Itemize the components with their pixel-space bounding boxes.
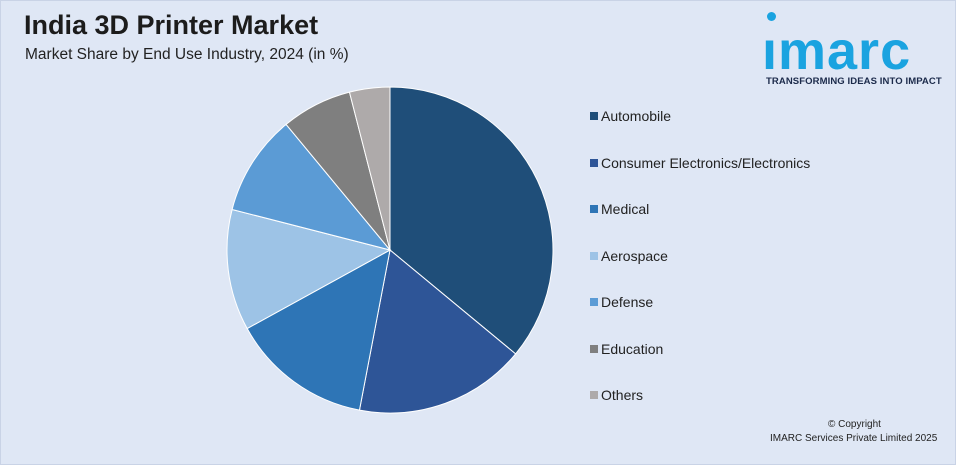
legend-label: Consumer Electronics/Electronics: [601, 154, 811, 171]
pie-slice-consumer-electronics-electronics: [358, 249, 517, 414]
legend-label: Others: [601, 387, 644, 403]
legend-swatch: [590, 112, 598, 120]
legend-swatch: [590, 251, 598, 260]
legend-label: Aerospace: [601, 247, 668, 264]
chart-subtitle: Market Share by End Use Industry, 2024 (…: [25, 46, 349, 63]
legend-swatch: [590, 298, 598, 306]
logo-tagline: TRANSFORMING IDEAS INTO IMPACT: [766, 76, 942, 87]
copyright-label: © Copyright: [828, 419, 881, 430]
copyright-owner: IMARC Services Private Limited 2025: [770, 433, 938, 444]
imarc-logo: ımarc TRANSFORMING IDEAS INTO IMPACT: [762, 10, 948, 90]
pie-slice-automobile: [389, 86, 554, 355]
pie-slice-medical: [246, 249, 391, 411]
legend-label: Education: [601, 340, 664, 357]
legend-swatch: [590, 158, 598, 167]
legend-label: Defense: [601, 294, 654, 310]
pie-slice-aerospace: [226, 208, 392, 330]
legend-label: Medical: [601, 201, 650, 217]
chart-title: India 3D Printer Market: [24, 10, 319, 40]
pie-slice-others: [348, 86, 391, 251]
legend-swatch: [590, 391, 598, 399]
legend-swatch: [590, 344, 598, 353]
pie-slice-defense: [231, 123, 392, 251]
legend-label: Automobile: [601, 108, 672, 124]
logo-dot-icon: [767, 12, 776, 21]
logo-wordmark: ımarc: [762, 21, 912, 81]
legend-swatch: [590, 205, 598, 213]
